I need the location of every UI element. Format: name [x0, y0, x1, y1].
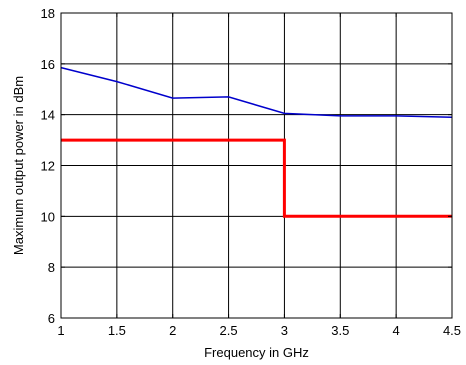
y-tick-label: 10 — [41, 209, 55, 224]
y-tick-label: 16 — [41, 57, 55, 72]
y-tick-label: 6 — [48, 311, 55, 326]
ticks — [60, 12, 453, 319]
series-line-2 — [61, 138, 452, 218]
y-tick-label: 18 — [41, 6, 55, 21]
y-tick-label: 12 — [41, 159, 55, 174]
x-tick-label: 1 — [57, 323, 64, 338]
x-axis-label: Frequency in GHz — [204, 345, 309, 360]
y-tick-label: 8 — [48, 260, 55, 275]
series-line-1 — [60, 66, 453, 118]
x-tick-label: 3 — [281, 323, 288, 338]
x-tick-label: 3.5 — [331, 323, 349, 338]
tick-labels: 1 1.5 2 2.5 3 3.5 4 4.5 6 8 10 12 14 16 18 — [41, 6, 462, 338]
x-tick-label: 2 — [169, 323, 176, 338]
x-tick-label: 4.5 — [443, 323, 461, 338]
y-tick-label: 14 — [41, 108, 55, 123]
x-tick-label: 1.5 — [108, 323, 126, 338]
x-tick-label: 4 — [393, 323, 400, 338]
x-tick-label: 2.5 — [220, 323, 238, 338]
y-axis-label: Maximum output power in dBm — [11, 76, 26, 255]
grid — [61, 13, 452, 318]
series-layer — [60, 66, 453, 218]
